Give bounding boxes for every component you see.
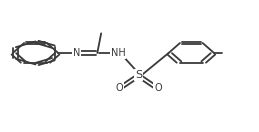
Text: N: N xyxy=(73,48,80,58)
Text: NH: NH xyxy=(111,48,125,58)
Text: S: S xyxy=(135,70,142,80)
Text: O: O xyxy=(154,83,162,93)
Text: O: O xyxy=(115,83,123,93)
